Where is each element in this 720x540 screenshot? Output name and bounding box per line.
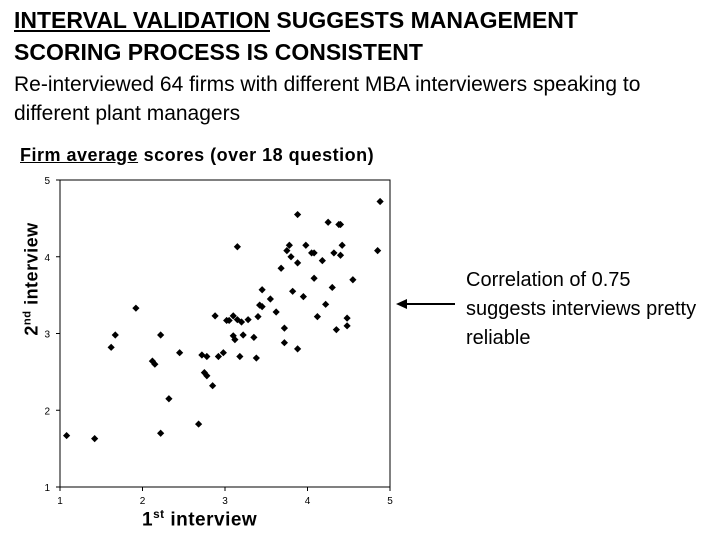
data-point bbox=[151, 360, 159, 368]
data-point bbox=[313, 313, 321, 321]
x-axis-label-sup: st bbox=[153, 508, 165, 521]
title-rest-part: SUGGESTS MANAGEMENT bbox=[270, 7, 578, 33]
data-point bbox=[237, 318, 246, 326]
data-point bbox=[157, 429, 165, 437]
data-point bbox=[203, 352, 211, 361]
data-point bbox=[219, 349, 227, 357]
data-point bbox=[285, 241, 293, 249]
data-point bbox=[330, 249, 338, 257]
data-point bbox=[258, 286, 266, 294]
x-axis-label-text: interview bbox=[164, 509, 258, 531]
data-point bbox=[294, 210, 302, 219]
x-axis-label-number: 1 bbox=[142, 509, 154, 531]
data-point bbox=[343, 322, 351, 330]
correlation-annotation: Correlation of 0.75 suggests interviews … bbox=[466, 269, 697, 349]
data-point bbox=[233, 243, 241, 251]
data-point bbox=[318, 256, 326, 265]
y-tick-label: 2 bbox=[44, 406, 50, 417]
chart-heading-underlined: Firm average bbox=[20, 145, 139, 165]
data-point bbox=[258, 303, 266, 311]
y-axis-label-number: 2 bbox=[21, 325, 42, 336]
data-point bbox=[165, 395, 173, 403]
y-axis-label-text: interview bbox=[21, 222, 42, 311]
title-second-line: SCORING PROCESS IS CONSISTENT bbox=[14, 39, 423, 65]
data-point bbox=[214, 352, 222, 361]
data-point bbox=[229, 312, 237, 320]
y-tick-label: 4 bbox=[44, 253, 50, 264]
data-point bbox=[283, 247, 291, 255]
data-point bbox=[328, 283, 336, 292]
data-point bbox=[332, 326, 340, 334]
data-point bbox=[157, 331, 165, 339]
data-point bbox=[200, 369, 208, 377]
data-point bbox=[63, 431, 71, 440]
data-point bbox=[195, 420, 203, 428]
x-tick-label: 3 bbox=[222, 496, 228, 507]
data-point bbox=[225, 316, 233, 325]
data-point bbox=[229, 332, 237, 340]
data-point bbox=[254, 313, 262, 321]
data-point bbox=[302, 241, 310, 249]
data-point bbox=[272, 308, 280, 316]
data-point bbox=[310, 274, 318, 282]
data-point bbox=[266, 295, 274, 303]
data-point bbox=[239, 331, 247, 339]
y-tick-label: 5 bbox=[44, 176, 50, 187]
data-point bbox=[203, 372, 211, 380]
x-tick-label: 1 bbox=[57, 496, 63, 507]
data-point bbox=[231, 336, 239, 344]
y-tick-label: 3 bbox=[44, 330, 50, 341]
data-point bbox=[294, 345, 302, 353]
data-point bbox=[376, 197, 384, 206]
y-axis-label-sup: nd bbox=[21, 310, 34, 326]
data-point bbox=[236, 352, 244, 361]
data-point bbox=[198, 351, 206, 359]
data-point bbox=[338, 241, 346, 249]
y-axis-label: 2nd interview bbox=[22, 222, 43, 335]
data-point bbox=[324, 218, 332, 226]
annotation-arrow-head bbox=[396, 299, 407, 309]
x-tick-label: 5 bbox=[387, 496, 393, 507]
data-point bbox=[209, 382, 217, 390]
chart-heading: Firm average scores (over 18 question) bbox=[20, 145, 374, 166]
slide-subtitle: Re-interviewed 64 firms with different M… bbox=[14, 73, 641, 125]
x-axis-label: 1st interview bbox=[142, 508, 257, 531]
data-point bbox=[211, 312, 219, 320]
data-point bbox=[299, 293, 307, 301]
data-point bbox=[336, 220, 345, 229]
data-point bbox=[289, 287, 297, 295]
data-point bbox=[176, 349, 184, 357]
x-tick-label: 4 bbox=[305, 496, 311, 507]
data-point bbox=[287, 253, 295, 261]
data-point bbox=[280, 339, 288, 347]
data-point bbox=[277, 264, 285, 272]
data-point bbox=[374, 247, 382, 255]
data-point bbox=[250, 333, 258, 341]
data-point bbox=[294, 259, 302, 267]
data-point bbox=[111, 331, 119, 339]
data-point bbox=[132, 304, 140, 312]
data-point bbox=[322, 300, 330, 308]
data-point bbox=[252, 354, 260, 362]
data-point bbox=[244, 316, 252, 324]
x-tick-label: 2 bbox=[140, 496, 146, 507]
data-point bbox=[310, 249, 318, 257]
data-point bbox=[343, 314, 351, 322]
data-point bbox=[280, 324, 288, 332]
data-point bbox=[256, 301, 264, 309]
title-underlined-part: INTERVAL VALIDATION bbox=[14, 7, 270, 33]
data-point bbox=[91, 435, 99, 443]
data-point bbox=[349, 276, 357, 284]
data-point bbox=[107, 343, 115, 351]
y-tick-label: 1 bbox=[44, 483, 50, 494]
data-point bbox=[336, 251, 345, 259]
chart-heading-rest: scores (over 18 question) bbox=[138, 145, 375, 165]
slide-title: INTERVAL VALIDATION SUGGESTS MANAGEMENT … bbox=[14, 4, 714, 68]
